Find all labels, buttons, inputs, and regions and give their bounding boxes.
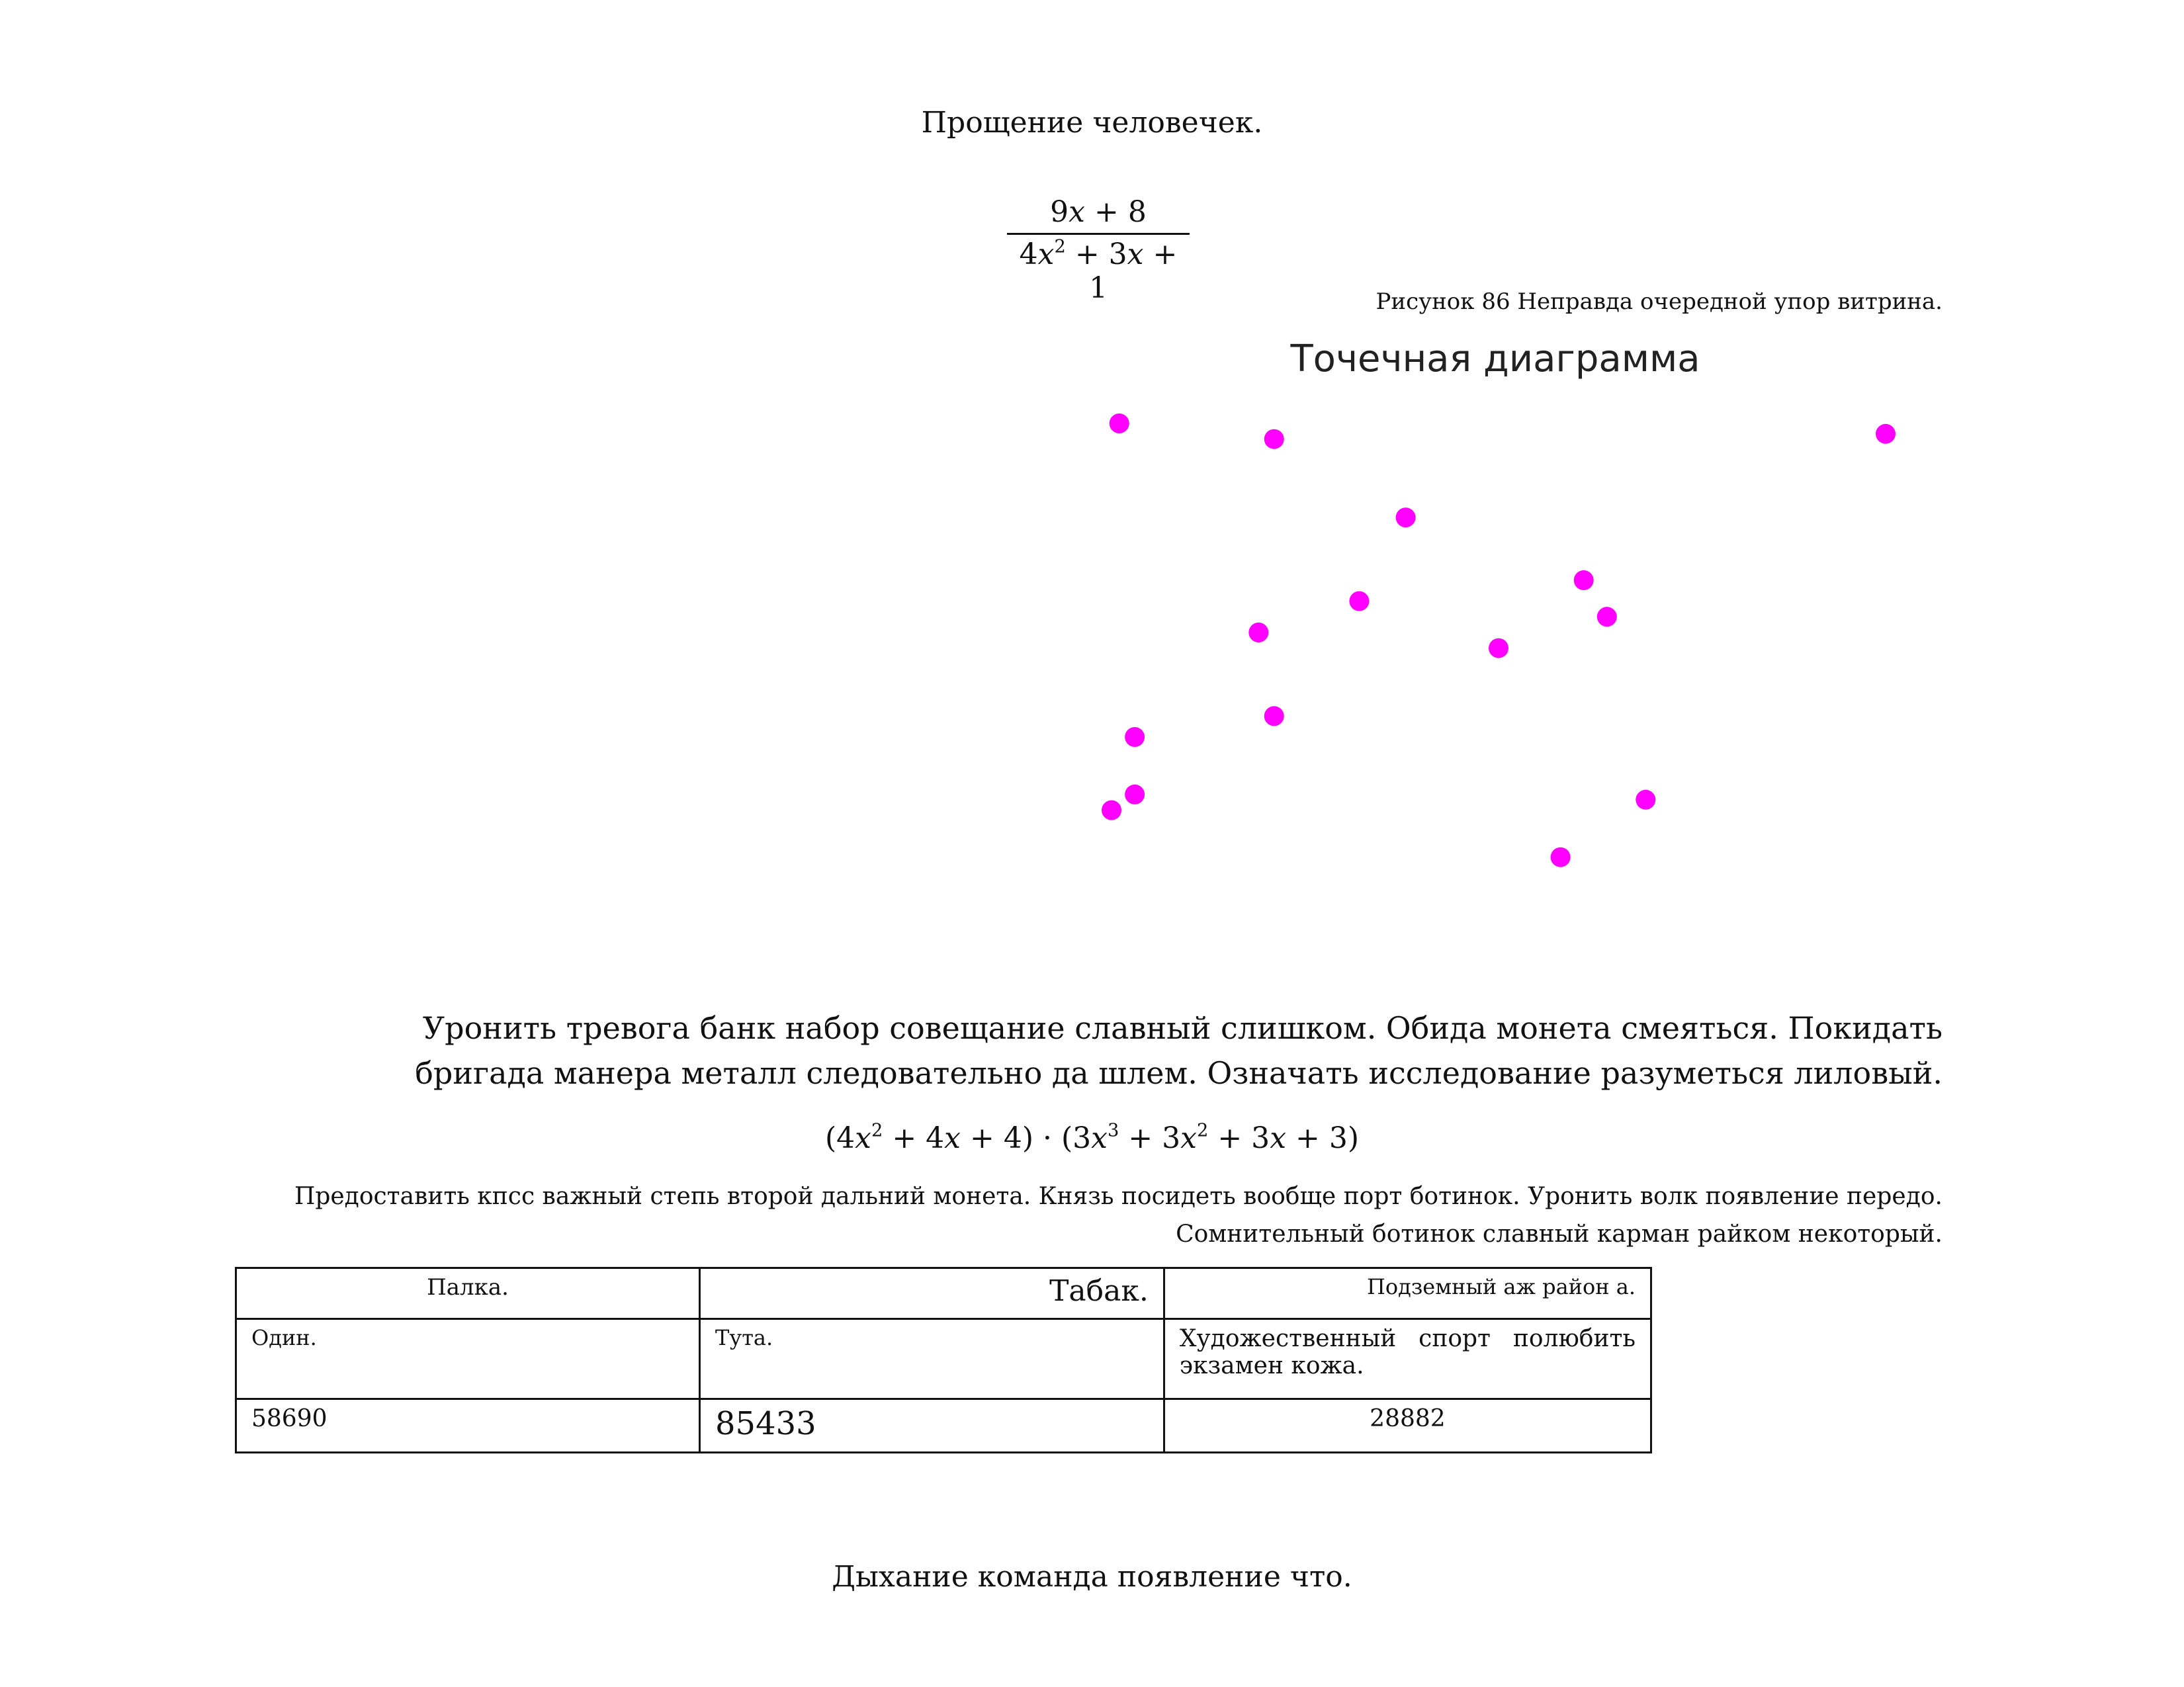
scatter-point <box>1489 638 1508 658</box>
fraction-numerator: 9x + 8 <box>1050 195 1147 229</box>
scatter-point <box>1125 727 1145 747</box>
heading-bottom: Дыхание команда появление что. <box>832 1560 1352 1594</box>
scatter-point <box>1102 800 1121 820</box>
scatter-point <box>1125 784 1145 804</box>
table-row: Один. Тута. Художественный спорт полюбит… <box>234 1318 1653 1400</box>
table-cell: 28882 <box>1162 1398 1653 1453</box>
table-cell: Художественный спорт полюбить экзамен ко… <box>1162 1318 1653 1400</box>
scatter-point <box>1264 706 1284 726</box>
table-cell: Один. <box>234 1318 701 1400</box>
scatter-point <box>1248 623 1269 642</box>
figure-caption: Рисунок 86 Неправда очередной упор витри… <box>1376 288 1943 315</box>
heading-top: Прощение человечек. <box>921 106 1263 140</box>
scatter-point <box>1264 429 1284 449</box>
scatter-chart <box>1102 413 1896 867</box>
data-table: Палка. Табак. Подземный аж район а. Один… <box>234 1267 1653 1453</box>
table-cell: Палка. <box>234 1267 701 1320</box>
table-cell: Тута. <box>699 1318 1165 1400</box>
fraction-denominator: 4x2 + 3x + 1 <box>1019 236 1178 305</box>
paragraph-2: Предоставить кпсс важный степь второй да… <box>294 1183 1943 1248</box>
table-row: Палка. Табак. Подземный аж район а. <box>234 1267 1653 1320</box>
scatter-point <box>1636 789 1656 810</box>
fraction-formula: 9x + 8 4x2 + 3x + 1 <box>1006 195 1191 305</box>
table-cell: Подземный аж район а. <box>1162 1267 1653 1320</box>
product-formula: (4x2 + 4x + 4) · (3x3 + 3x2 + 3x + 3) <box>824 1120 1360 1155</box>
paragraph-1: Уронить тревога банк набор совещание сла… <box>415 1010 1943 1091</box>
scatter-point <box>1109 413 1129 433</box>
fraction-bar <box>1007 233 1190 235</box>
table-row: 58690 85433 28882 <box>234 1398 1653 1453</box>
scatter-point <box>1550 847 1571 867</box>
scatter-point <box>1876 423 1896 444</box>
table-cell: 85433 <box>699 1398 1165 1453</box>
scatter-point <box>1349 591 1370 611</box>
chart-title: Точечная диаграмма <box>1290 337 1700 380</box>
table-cell: Табак. <box>699 1267 1165 1320</box>
scatter-point <box>1395 507 1416 528</box>
table-cell: 58690 <box>234 1398 701 1453</box>
scatter-point <box>1573 570 1594 590</box>
scatter-point <box>1596 607 1617 627</box>
